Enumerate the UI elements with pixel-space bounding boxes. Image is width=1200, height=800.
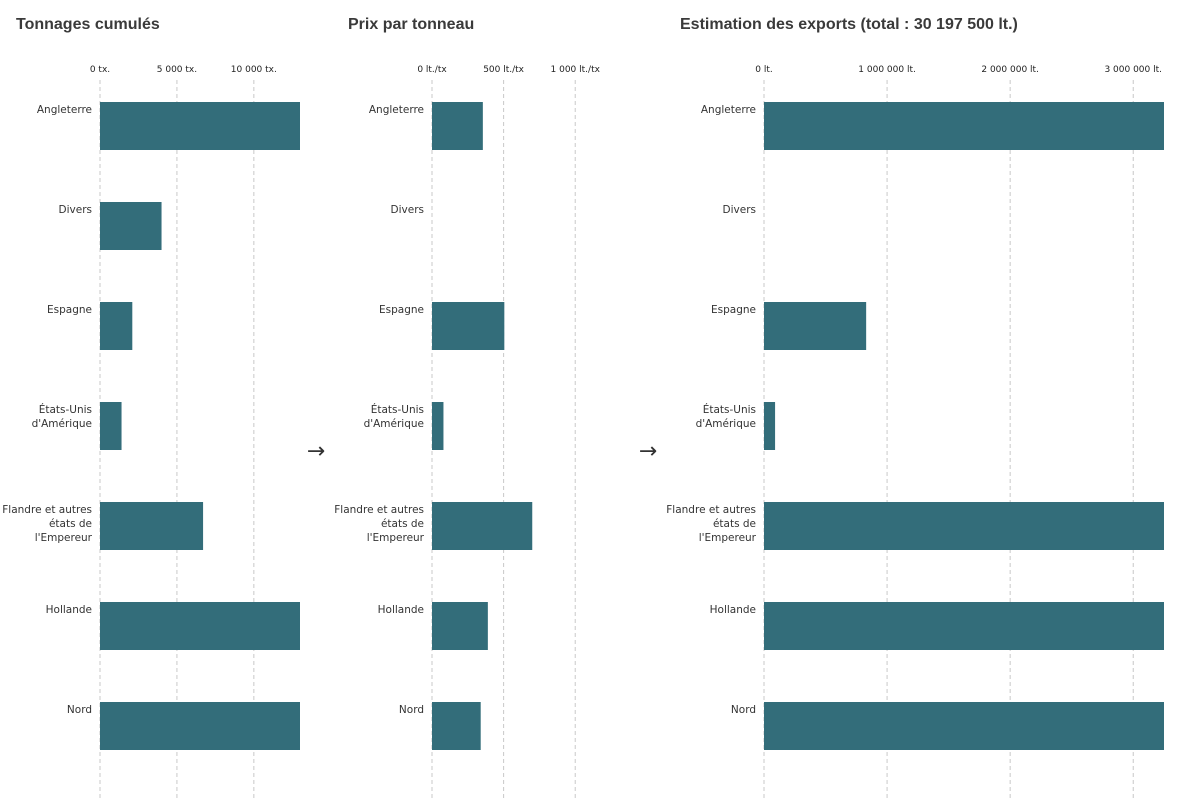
bar — [100, 402, 122, 450]
arrow-separator-2: → — [639, 439, 657, 464]
bar — [764, 702, 1164, 750]
x-tick-label: 10 000 tx. — [231, 65, 277, 75]
category-label: Espagne — [379, 304, 424, 316]
bar — [432, 402, 444, 450]
bar — [100, 202, 162, 250]
bar — [764, 502, 1164, 550]
bar — [764, 102, 1164, 150]
bar — [432, 502, 533, 550]
chart-tonnages-panel: Tonnages cumulés 0 tx. 5 000 tx. 10 000 tx.… — [2, 16, 300, 800]
category-label: Hollande — [46, 604, 92, 616]
category-label: Flandre et autres états de l'Empereur — [666, 504, 756, 544]
category-label: Angleterre — [37, 104, 92, 116]
chart-title: Estimation des exports (total : 30 197 5… — [680, 16, 1018, 33]
x-tick-label: 1 000 000 lt. — [858, 65, 916, 75]
chart-prix-panel: Prix par tonneau 0 lt./tx 500 lt./tx 1 000 … — [334, 16, 601, 800]
bar — [432, 302, 505, 350]
bar — [100, 702, 300, 750]
category-label: Flandre et autres états de l'Empereur — [334, 504, 424, 544]
x-tick-label: 500 lt./tx — [483, 65, 524, 75]
category-label: Espagne — [711, 304, 756, 316]
category-label: Nord — [399, 704, 424, 716]
chart-title: Tonnages cumulés — [16, 16, 160, 33]
category-label: Espagne — [47, 304, 92, 316]
bar — [100, 102, 300, 150]
bar — [764, 402, 776, 450]
category-label: Divers — [59, 204, 92, 216]
category-label: Hollande — [710, 604, 756, 616]
x-tick-label: 5 000 tx. — [157, 65, 197, 75]
category-label: Angleterre — [369, 104, 424, 116]
category-label: États-Unis d'Amérique — [696, 403, 756, 430]
x-tick-label: 1 000 lt./tx — [551, 65, 601, 75]
x-tick-label: 2 000 000 lt. — [981, 65, 1039, 75]
bar — [764, 302, 867, 350]
category-label: Divers — [723, 204, 756, 216]
arrow-separator-1: → — [307, 439, 325, 464]
x-tick-label: 0 lt. — [755, 65, 772, 75]
bar — [100, 602, 300, 650]
category-label: Nord — [731, 704, 756, 716]
bar — [100, 302, 133, 350]
category-label: Angleterre — [701, 104, 756, 116]
x-tick-label: 3 000 000 lt. — [1104, 65, 1162, 75]
bar — [432, 702, 481, 750]
bar — [764, 602, 1164, 650]
x-tick-label: 0 tx. — [90, 65, 110, 75]
category-label: Divers — [391, 204, 424, 216]
category-label: Hollande — [378, 604, 424, 616]
category-label: États-Unis d'Amérique — [32, 403, 92, 430]
x-tick-label: 0 lt./tx — [417, 65, 447, 75]
bar — [432, 602, 488, 650]
bar — [100, 502, 204, 550]
category-label: Flandre et autres états de l'Empereur — [2, 504, 92, 544]
chart-exports-panel: Estimation des exports (total : 30 197 5… — [666, 16, 1164, 800]
bar — [432, 102, 483, 150]
chart-title: Prix par tonneau — [348, 16, 474, 33]
category-label: États-Unis d'Amérique — [364, 403, 424, 430]
category-label: Nord — [67, 704, 92, 716]
